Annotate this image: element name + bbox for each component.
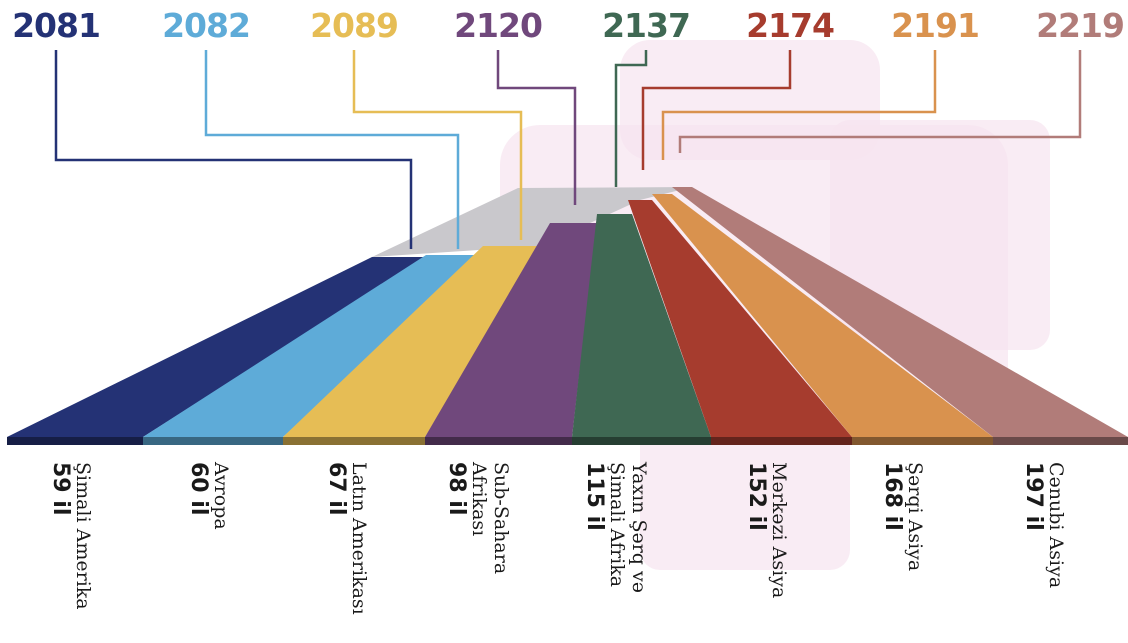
region-band-edge [852, 437, 993, 445]
connector-line [661, 50, 937, 160]
connector-line [641, 50, 792, 170]
region-band [628, 200, 852, 437]
region-label: Mərkəzi Asiya 152 il [744, 462, 790, 598]
region-duration: 59 il [48, 462, 73, 516]
region-band [143, 255, 483, 437]
region-duration: 152 il [744, 462, 769, 531]
region-label: Sub-Sahara Afrikası 98 il [444, 462, 512, 574]
region-name: Latın Amerikası [348, 462, 370, 615]
region-name: Şimali Amerika [72, 462, 94, 610]
region-duration: 115 il [582, 462, 607, 531]
region-label: Cənubi Asiya 197 il [1021, 462, 1067, 588]
region-name: Mərkəzi Asiya [768, 462, 790, 599]
region-label: Latın Amerikası 67 il [324, 462, 370, 615]
region-label: Yaxın Şərq və Şimali Afrika 115 il [582, 462, 650, 593]
region-duration: 98 il [444, 462, 469, 516]
year-label: 2219 [1036, 6, 1125, 45]
perspective-floor [372, 187, 692, 257]
region-label: Şimali Amerika 59 il [48, 462, 94, 610]
year-label: 2191 [891, 6, 980, 45]
region-band-edge [7, 437, 143, 445]
region-duration: 60 il [186, 462, 211, 516]
region-band [572, 214, 711, 437]
connector-line [678, 50, 1082, 153]
region-bands [7, 187, 1128, 445]
region-band-edge [143, 437, 283, 445]
region-name: Şərqi Asiya [904, 462, 926, 572]
year-label: 2120 [454, 6, 543, 45]
region-duration: 168 il [880, 462, 905, 531]
region-band [672, 187, 1128, 437]
region-band-edge [283, 437, 425, 445]
connector-line [614, 50, 648, 187]
connector-line [204, 50, 460, 249]
region-band-edge [711, 437, 852, 445]
region-band [7, 257, 426, 437]
region-band [652, 194, 993, 437]
year-label: 2082 [162, 6, 251, 45]
region-band-edge [993, 437, 1128, 445]
background-shape [830, 120, 1050, 350]
connector-line [54, 50, 413, 249]
connector-line [496, 50, 577, 205]
region-band-edge [572, 437, 711, 445]
region-name: Sub-Sahara [490, 462, 512, 575]
year-label: 2137 [602, 6, 691, 45]
region-band-edge [425, 437, 572, 445]
region-band [425, 223, 597, 437]
year-label: 2081 [12, 6, 101, 45]
region-duration: 67 il [324, 462, 349, 516]
region-name: Avropa [210, 462, 232, 530]
region-name: Yaxın Şərq və [628, 462, 650, 593]
year-label: 2174 [746, 6, 835, 45]
year-label: 2089 [310, 6, 399, 45]
region-name: Afrikası [468, 462, 490, 537]
region-name: Şimali Afrika [606, 462, 628, 588]
connector-lines [54, 50, 1082, 249]
region-band [283, 246, 540, 437]
region-label: Avropa 60 il [186, 462, 232, 530]
connector-line [352, 50, 523, 240]
region-label: Şərqi Asiya 168 il [880, 462, 926, 571]
region-duration: 197 il [1021, 462, 1046, 531]
background-shape [620, 40, 880, 160]
region-name: Cənubi Asiya [1045, 462, 1067, 589]
